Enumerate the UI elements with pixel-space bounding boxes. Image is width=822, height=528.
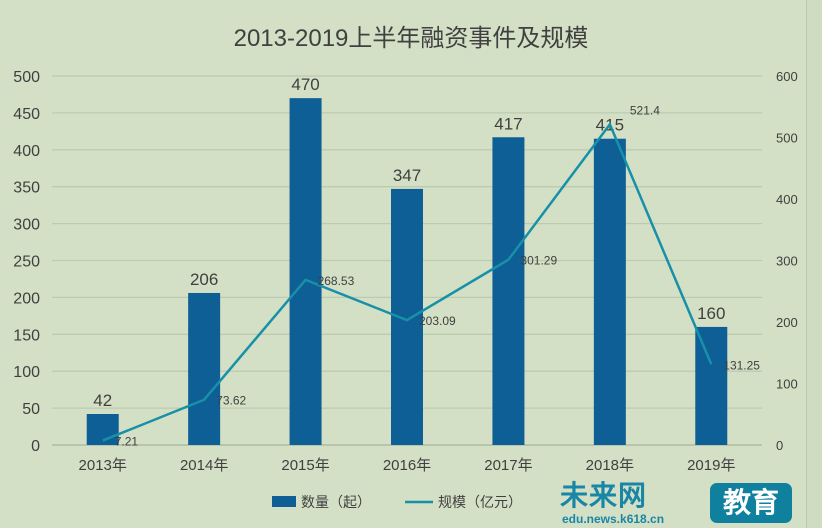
left-tick-label: 300 <box>13 217 40 234</box>
watermark-url: edu.news.k618.cn <box>562 512 665 526</box>
right-tick-label: 300 <box>776 254 798 269</box>
x-tick-label: 2018年 <box>586 457 634 474</box>
left-tick-label: 50 <box>22 401 40 418</box>
legend-line-label: 规模（亿元） <box>438 494 522 510</box>
line-data-label: 131.25 <box>723 358 760 372</box>
bar-data-label: 206 <box>190 270 218 289</box>
left-tick-label: 500 <box>13 69 40 86</box>
legend-bar-swatch <box>272 496 296 507</box>
left-tick-label: 150 <box>13 327 40 344</box>
bar <box>188 292 221 445</box>
watermark-logo: 未来网 edu.news.k618.cn 教育 <box>560 481 800 527</box>
right-tick-label: 500 <box>776 131 798 146</box>
line-data-label: 301.29 <box>520 254 557 268</box>
line-data-label: 521.4 <box>630 103 660 117</box>
left-tick-label: 350 <box>13 180 40 197</box>
bar-data-label: 42 <box>93 391 112 410</box>
right-tick-label: 600 <box>776 69 798 84</box>
chart-title: 2013-2019上半年融资事件及规模 <box>234 25 589 52</box>
bar <box>492 137 525 445</box>
bar-data-label: 470 <box>291 75 319 94</box>
right-tick-label: 0 <box>776 438 783 453</box>
x-tick-label: 2016年 <box>383 457 431 474</box>
line-data-label: 268.53 <box>318 274 355 288</box>
right-tick-label: 100 <box>776 377 798 392</box>
left-tick-label: 200 <box>13 290 40 307</box>
bar-data-label: 160 <box>697 304 725 323</box>
bar <box>289 98 322 445</box>
right-tick-label: 200 <box>776 315 798 330</box>
bar <box>695 326 728 445</box>
right-tick-label: 400 <box>776 192 798 207</box>
bar-data-label: 417 <box>494 114 522 133</box>
x-tick-label: 2019年 <box>687 457 735 474</box>
legend-bar-label: 数量（起） <box>301 494 371 510</box>
left-tick-label: 0 <box>31 438 40 455</box>
left-tick-label: 250 <box>13 254 40 271</box>
watermark-badge: 教育 <box>710 483 792 523</box>
bar-data-label: 347 <box>393 166 421 185</box>
watermark-text: 未来网 <box>560 480 648 511</box>
left-tick-label: 400 <box>13 143 40 160</box>
x-tick-label: 2014年 <box>180 457 228 474</box>
bar <box>593 138 626 446</box>
line-series <box>102 121 713 442</box>
line-data-label: 73.62 <box>216 394 246 408</box>
line-data-label: 203.09 <box>419 314 456 328</box>
line-data-label: 7.21 <box>115 435 139 449</box>
x-tick-label: 2017年 <box>484 457 532 474</box>
side-strip <box>806 0 822 528</box>
x-tick-label: 2013年 <box>79 457 127 474</box>
left-tick-label: 450 <box>13 106 40 123</box>
x-tick-label: 2015年 <box>281 457 329 474</box>
left-tick-label: 100 <box>13 364 40 381</box>
